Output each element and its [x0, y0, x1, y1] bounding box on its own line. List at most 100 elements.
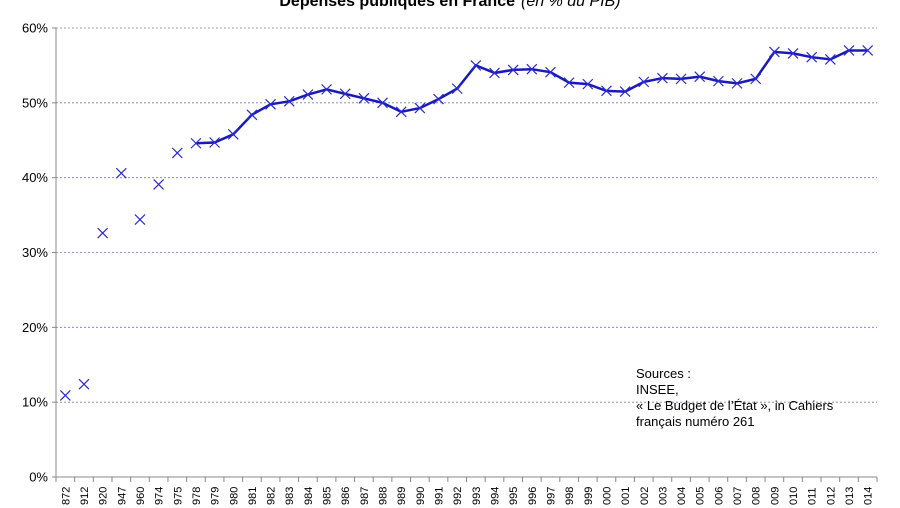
gridlines — [56, 27, 877, 403]
data-point-marker — [358, 92, 370, 104]
x-tick-label: 975 — [172, 487, 184, 505]
data-point-marker — [97, 227, 109, 239]
data-point-marker — [134, 214, 146, 225]
x-tick-label: 011 — [807, 487, 819, 505]
data-point-marker — [843, 45, 855, 56]
x-tick-label: 981 — [247, 487, 259, 505]
data-point-marker — [787, 48, 799, 59]
series-depenses-publiques — [59, 45, 874, 401]
data-point-marker — [302, 89, 314, 101]
x-tick-label: 999 — [583, 487, 595, 505]
sources-line: Sources : — [636, 366, 691, 381]
x-tick-label: 013 — [844, 487, 856, 505]
data-point-marker — [526, 63, 538, 75]
x-tick-label: 009 — [769, 487, 781, 505]
x-tick-label: 006 — [713, 487, 725, 505]
x-tick-label: 920 — [98, 487, 110, 505]
data-point-marker — [731, 77, 743, 89]
data-point-marker — [507, 64, 519, 76]
x-tick-label: 982 — [266, 487, 278, 505]
x-tick-label: 979 — [210, 487, 222, 505]
data-point-marker — [694, 71, 706, 83]
data-point-marker — [339, 88, 351, 100]
x-tick-label: 992 — [452, 487, 464, 505]
y-tick-label: 0% — [29, 470, 48, 485]
data-point-marker — [283, 95, 295, 107]
data-point-marker — [451, 83, 463, 95]
data-point-marker — [153, 178, 165, 190]
x-tick-label: 998 — [564, 487, 576, 505]
data-point-marker — [768, 46, 780, 58]
data-point-marker — [638, 76, 650, 88]
x-tick-label: 004 — [676, 487, 688, 505]
data-point-marker — [806, 51, 818, 63]
x-tick-label: 978 — [191, 487, 203, 505]
x-tick-label: 000 — [601, 487, 613, 505]
data-point-marker — [115, 167, 127, 179]
data-point-marker — [470, 59, 482, 71]
x-tick-label: 986 — [340, 487, 352, 505]
x-tick-label: 872 — [60, 487, 72, 505]
chart-title: Dépenses publiques en France (en % du PIB… — [279, 0, 620, 10]
data-point-marker — [601, 85, 612, 97]
data-point-marker — [227, 128, 239, 140]
x-tick-label: 012 — [825, 487, 837, 505]
data-point-marker — [750, 73, 762, 85]
x-tick-label: 007 — [732, 487, 744, 505]
chart-title-main: Dépenses publiques en France — [279, 0, 515, 10]
data-point-marker — [862, 45, 874, 56]
data-point-marker — [712, 75, 724, 87]
x-tick-label: 983 — [284, 487, 296, 505]
sources-line: français numéro 261 — [636, 414, 755, 429]
x-tick-label: 989 — [396, 487, 408, 505]
x-axis-ticks: 872 912 920 947 960 974 975 978 979 980 981 982 983 9… — [60, 487, 874, 505]
data-point-marker — [246, 109, 258, 121]
x-tick-label: 005 — [695, 487, 707, 505]
x-tick-label: 997 — [545, 487, 557, 505]
data-point-marker — [78, 378, 90, 390]
sources-line: INSEE, — [636, 382, 679, 397]
data-point-marker — [59, 390, 71, 401]
x-tick-label: 990 — [415, 487, 427, 505]
x-tick-label: 980 — [228, 487, 240, 505]
x-tick-label: 995 — [508, 487, 520, 505]
data-point-marker — [545, 66, 556, 78]
x-tick-label: 002 — [639, 487, 651, 505]
x-tick-label: 996 — [527, 487, 539, 505]
data-point-marker — [656, 72, 668, 84]
y-tick-label: 20% — [22, 320, 48, 335]
data-point-marker — [675, 73, 687, 85]
data-point-marker — [395, 106, 407, 118]
x-tick-label: 974 — [154, 487, 166, 505]
x-tick-label: 993 — [471, 487, 483, 505]
x-tick-label: 984 — [303, 487, 315, 505]
x-tick-label: 987 — [359, 487, 371, 505]
chart-title-unit: (en % du PIB) — [521, 0, 621, 10]
y-tick-label: 30% — [22, 245, 48, 260]
sources-annotation: Sources : INSEE, « Le Budget de l’État »… — [636, 366, 886, 430]
x-tick-label: 010 — [788, 487, 800, 505]
y-tick-label: 40% — [22, 170, 48, 185]
x-tick-label: 008 — [751, 487, 763, 505]
y-tick-label: 10% — [22, 395, 48, 410]
data-point-marker — [582, 78, 594, 90]
x-tick-label: 001 — [620, 487, 632, 505]
sources-line: « Le Budget de l’État », in Cahiers — [636, 398, 834, 413]
data-point-marker — [619, 86, 631, 98]
y-axis-ticks: 0% 10% 20% 30% 40% 50% 60% — [22, 21, 48, 485]
x-tick-label: 991 — [434, 487, 446, 505]
data-point-marker — [824, 54, 836, 65]
x-tick-label: 912 — [79, 487, 91, 505]
x-tick-label: 994 — [489, 487, 501, 505]
data-point-marker — [377, 97, 388, 109]
series-line — [195, 49, 868, 145]
data-point-marker — [321, 83, 332, 95]
data-point-marker — [433, 93, 444, 105]
data-point-marker — [563, 77, 575, 89]
y-tick-label: 50% — [22, 95, 48, 110]
data-point-marker — [265, 98, 277, 110]
data-point-marker — [190, 137, 202, 149]
data-point-marker — [489, 67, 500, 79]
data-point-marker — [209, 137, 221, 148]
